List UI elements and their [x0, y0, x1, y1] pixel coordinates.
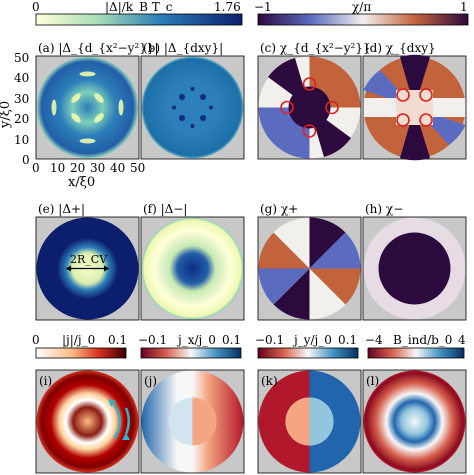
gap-nodes-a: [51, 71, 124, 144]
panel-d-label: (d) χ_{dxy}: [365, 41, 436, 55]
vortex-circles-d: [396, 88, 433, 127]
panel-l: (l): [362, 369, 467, 474]
panel-i-label: (i): [39, 374, 52, 388]
panel-h: (h) χ−: [362, 202, 467, 321]
x-tick-50: 50: [130, 161, 145, 175]
panel-e-label: (e) |Δ+|: [38, 202, 85, 216]
panel-k: (k): [257, 369, 362, 474]
y-tick-0: 0: [22, 153, 30, 167]
colorbar-jx-label: j_x/j_0: [176, 333, 216, 347]
colorbar-gap-label: |Δ|/k_B T_c: [105, 0, 173, 14]
colorbar-jx-max: 0.1: [222, 333, 241, 347]
panel-f-label: (f) |Δ−|: [143, 202, 187, 216]
panel-g: (g) χ+: [257, 202, 362, 321]
colorbar-phase: [257, 13, 469, 26]
colorbar-phase-max: 1: [460, 0, 468, 14]
colorbar-jx: [140, 347, 242, 359]
y-tick-20: 20: [14, 112, 29, 126]
panel-a: (a) |Δ_{d_{x²−y²}}|: [35, 41, 159, 160]
panel-k-label: (k): [261, 374, 278, 388]
y-axis-label: y/ξ0: [0, 101, 13, 129]
colorbar-jy: [257, 347, 359, 359]
x-tick-30: 30: [90, 161, 105, 175]
colorbar-gap: [35, 13, 243, 26]
colorbar-jy-label: j_y/j_0: [292, 333, 332, 347]
panel-h-label: (h) χ−: [365, 202, 403, 216]
panel-j: (j): [140, 369, 245, 474]
y-tick-40: 40: [14, 71, 29, 85]
colorbar-j-min: 0: [32, 333, 40, 347]
panel-c-label: (c) χ_{d_{x²−y²}}: [260, 41, 371, 55]
x-tick-0: 0: [32, 161, 40, 175]
colorbar-gap-max: 1.76: [214, 0, 241, 14]
colorbars-bottom: 0 |j|/j_0 0.1 −0.1 j_x/j_0 0.1 −0.1 j_y/…: [32, 333, 466, 359]
panel-d: (d) χ_{dxy}: [362, 41, 467, 161]
panel-e: 2R_CV (e) |Δ+|: [35, 202, 140, 321]
phase-spiral-g: [258, 217, 361, 320]
colorbar-phase-min: −1: [254, 0, 272, 14]
colorbar-b-max: 4: [458, 333, 466, 347]
phase-wedges-c: [258, 56, 361, 159]
y-tick-10: 10: [14, 133, 29, 147]
panel-b: (b) |Δ_{dxy}|: [140, 41, 245, 160]
panel-i: (i): [35, 369, 140, 474]
colorbar-j-label: |j|/j_0: [62, 333, 95, 347]
colorbar-gap-min: 0: [32, 0, 40, 14]
colorbar-jy-max: 0.1: [338, 333, 357, 347]
x-tick-10: 10: [50, 161, 65, 175]
vortex-circles-c: [280, 77, 339, 138]
phase-wedges-d: [363, 54, 466, 161]
panel-c: (c) χ_{d_{x²−y²}}: [257, 41, 371, 160]
colorbar-b-label: B_ind/b_0: [393, 333, 452, 347]
colorbar-jx-min: −0.1: [138, 333, 167, 347]
panel-l-label: (l): [366, 374, 379, 388]
panel-a-label: (a) |Δ_{d_{x²−y²}}|: [38, 41, 159, 55]
annotation-2rcv: 2R_CV: [70, 253, 108, 266]
colorbar-phase-label: χ/π: [352, 0, 371, 14]
panel-j-label: (j): [144, 374, 157, 388]
colorbar-b-min: −4: [365, 333, 383, 347]
colorbar-b: [367, 347, 465, 359]
axes-a: 50 40 30 20 10 0 y/ξ0 0 10 20 30 40 50 x…: [0, 51, 145, 190]
gap-nodes-b: [172, 87, 213, 128]
y-tick-50: 50: [14, 51, 29, 65]
colorbar-j: [35, 347, 127, 359]
y-tick-30: 30: [14, 92, 29, 106]
panel-b-label: (b) |Δ_{dxy}|: [143, 41, 223, 55]
panel-g-label: (g) χ+: [260, 202, 298, 216]
panel-f: (f) |Δ−|: [140, 202, 245, 321]
x-tick-40: 40: [110, 161, 125, 175]
x-tick-20: 20: [70, 161, 85, 175]
colorbar-jy-min: −0.1: [255, 333, 284, 347]
x-axis-label: x/ξ0: [68, 175, 95, 190]
colorbar-j-max: 0.1: [108, 333, 127, 347]
